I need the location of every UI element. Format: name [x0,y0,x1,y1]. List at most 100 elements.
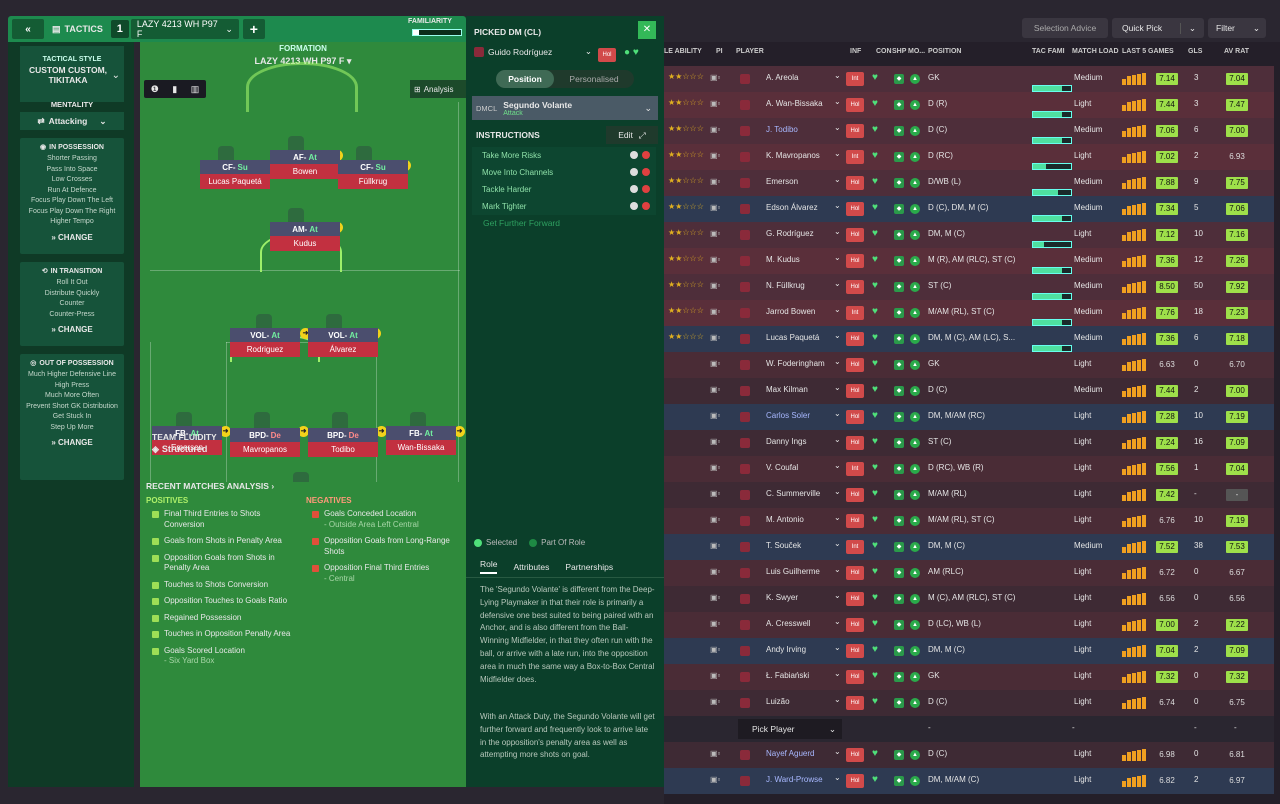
player-name-cell[interactable]: Edson Álvarez [766,203,818,212]
pi-icon[interactable]: ▣▫ [710,775,721,784]
player-name[interactable]: Lucas Paquetá [200,174,270,189]
tactic-name-dropdown[interactable]: LAZY 4213 WH P97 F ⌄ [130,19,239,39]
column-header[interactable]: INF [850,48,862,55]
player-name-cell[interactable]: Nayef Aguerd [766,749,815,758]
pi-icon[interactable]: ▣▫ [710,385,721,394]
quick-pick-button[interactable]: Quick Pick ⌄ [1112,18,1204,38]
table-row[interactable]: ★★☆☆☆ ▣▫ Jarrod Bowen ⌄ Int ♥ ◆ ▲ M/AM (RL), ST … [664,300,1274,326]
player-name-cell[interactable]: Max Kilman [766,385,808,394]
chevron-down-icon[interactable]: ⌄ [834,279,841,288]
analysis-button[interactable]: ⊞ Analysis [410,80,466,98]
instruction-row[interactable]: Take More Risks [472,147,656,164]
role-label[interactable]: AF - At [270,150,340,164]
player-name[interactable]: Mavropanos [230,442,300,457]
table-row[interactable]: ▣▫ Max Kilman ⌄ Hol ♥ ◆ ▲ D (C) Medium 7.44 2 7.00 [664,378,1274,404]
pi-icon[interactable]: ▣▫ [710,541,721,550]
pi-icon[interactable]: ▣▫ [710,411,721,420]
chevron-down-icon[interactable]: ⌄ [834,773,841,782]
chevron-down-icon[interactable]: ⌄ [834,591,841,600]
tab-attributes[interactable]: Attributes [513,561,550,572]
player-slot[interactable]: CF - Su Lucas Paquetá [200,160,270,189]
chevron-down-icon[interactable]: ⌄ [834,253,841,262]
player-name-cell[interactable]: Ł. Fabiański [766,671,810,680]
player-name-cell[interactable]: Andy Irving [766,645,807,654]
chevron-down-icon[interactable]: ⌄ [834,487,841,496]
edit-instructions-button[interactable]: Edit ⤢ [606,126,658,144]
player-name-cell[interactable]: W. Foderingham [766,359,825,368]
table-row[interactable]: ▣▫ Luizão ⌄ Hol ♥ ◆ ▲ D (C) Light 6.74 0 6.75 [664,690,1274,716]
player-slot[interactable]: VOL - At Rodriguez [230,328,300,357]
player-name[interactable]: Kudus [270,236,340,251]
table-row[interactable]: ★★☆☆☆ ▣▫ G. Rodríguez ⌄ Hol ♥ ◆ ▲ DM, M (C) Light… [664,222,1274,248]
player-slot[interactable]: FB - At Wan-Bissaka [386,426,456,455]
role-label[interactable]: FB - At [386,426,456,440]
role-label[interactable]: AM - At [270,222,340,236]
selection-advice-button[interactable]: Selection Advice [1022,18,1108,38]
tab-personalised[interactable]: Personalised [554,70,634,88]
pi-icon[interactable]: ▣▫ [710,697,721,706]
table-row[interactable]: ★★☆☆☆ ▣▫ Edson Álvarez ⌄ Hol ♥ ◆ ▲ D (C), DM, M … [664,196,1274,222]
column-header[interactable]: MO... [908,48,926,55]
chevron-down-icon[interactable]: ⌄ [834,331,841,340]
tab-role[interactable]: Role [480,559,498,574]
player-name-cell[interactable]: Jarrod Bowen [766,307,816,316]
column-header[interactable]: LE ABILITY [664,48,702,55]
pi-icon[interactable]: ▣▫ [710,281,721,290]
pi-icon[interactable]: ▣▫ [710,99,721,108]
player-name-cell[interactable]: C. Summerville [766,489,821,498]
pi-icon[interactable]: ▣▫ [710,619,721,628]
player-name-cell[interactable]: Emerson [766,177,799,186]
column-header[interactable]: POSITION [928,48,962,55]
player-name-cell[interactable]: K. Mavropanos [766,151,820,160]
role-label[interactable]: BPD - De [230,428,300,442]
player-name-cell[interactable]: G. Rodríguez [766,229,814,238]
table-row[interactable]: ★★☆☆☆ ▣▫ Lucas Paquetá ⌄ Hol ♥ ◆ ▲ DM, M (C), AM… [664,326,1274,352]
player-name-cell[interactable]: Carlos Soler [766,411,811,420]
table-row[interactable]: ▣▫ Danny Ings ⌄ Hol ♥ ◆ ▲ ST (C) Light 7.24 16 7.09 [664,430,1274,456]
column-header[interactable]: CON [876,48,892,55]
pi-icon[interactable]: ▣▫ [710,359,721,368]
chevron-down-icon[interactable]: ⌄ [834,461,841,470]
chevron-down-icon[interactable]: ⌄ [834,513,841,522]
chevron-down-icon[interactable]: ⌄ [834,201,841,210]
chevron-down-icon[interactable]: ⌄ [834,357,841,366]
player-slot[interactable]: BPD - De Todibo [308,428,378,457]
pi-icon[interactable]: ▣▫ [710,593,721,602]
player-name[interactable]: Todibo [308,442,378,457]
role-label[interactable]: BPD - De [308,428,378,442]
chevron-down-icon[interactable]: ⌄ [834,435,841,444]
chevron-down-icon[interactable]: ⌄ [834,383,841,392]
add-tactic-button[interactable]: + [242,19,265,39]
clipboard-icon[interactable]: ▥ [190,83,200,94]
player-name[interactable]: Álvarez [308,342,378,357]
chevron-down-icon[interactable]: ⌄ [834,305,841,314]
player-name-cell[interactable]: M. Kudus [766,255,800,264]
table-row[interactable]: ★★☆☆☆ ▣▫ N. Füllkrug ⌄ Hol ♥ ◆ ▲ ST (C) Medium 8.5… [664,274,1274,300]
column-header[interactable]: SHP [892,48,907,55]
player-name-cell[interactable]: A. Cresswell [766,619,811,628]
player-name-cell[interactable]: A. Wan-Bissaka [766,99,823,108]
player-name-cell[interactable]: K. Swyer [766,593,799,602]
player-name[interactable]: Füllkrug [338,174,408,189]
player-name[interactable]: Bowen [270,164,340,179]
player-name-cell[interactable]: M. Antonio [766,515,804,524]
pick-player-dropdown[interactable]: Pick Player ⌄ [738,719,842,739]
player-name[interactable]: Emerson [152,440,222,455]
player-name-cell[interactable]: T. Souček [766,541,802,550]
player-name-cell[interactable]: A. Areola [766,73,799,82]
remove-icon[interactable] [642,168,650,176]
chevron-down-icon[interactable]: ⌄ [834,565,841,574]
chart-icon[interactable]: ▮ [172,83,178,94]
tab-partnerships[interactable]: Partnerships [565,561,614,572]
extra-instruction[interactable]: Get Further Forward [483,218,560,228]
table-row[interactable]: Pick Player ⌄ - - - - [664,716,1274,742]
table-row[interactable]: ▣▫ Carlos Soler ⌄ Hol ♥ ◆ ▲ DM, M/AM (RC) Light 7… [664,404,1274,430]
change-in-possession-button[interactable]: » CHANGE [51,232,93,242]
table-row[interactable]: ★★☆☆☆ ▣▫ J. Todibo ⌄ Hol ♥ ◆ ▲ D (C) Medium 7.06 6 7… [664,118,1274,144]
pi-icon[interactable]: ▣▫ [710,489,721,498]
instruction-row[interactable]: Move Into Channels [472,164,656,181]
gear-icon[interactable] [630,185,638,193]
player-name-cell[interactable]: Lucas Paquetá [766,333,820,342]
pi-icon[interactable]: ▣▫ [710,515,721,524]
role-dropdown[interactable]: DMCL Segundo Volante Attack ⌄ [472,96,658,120]
